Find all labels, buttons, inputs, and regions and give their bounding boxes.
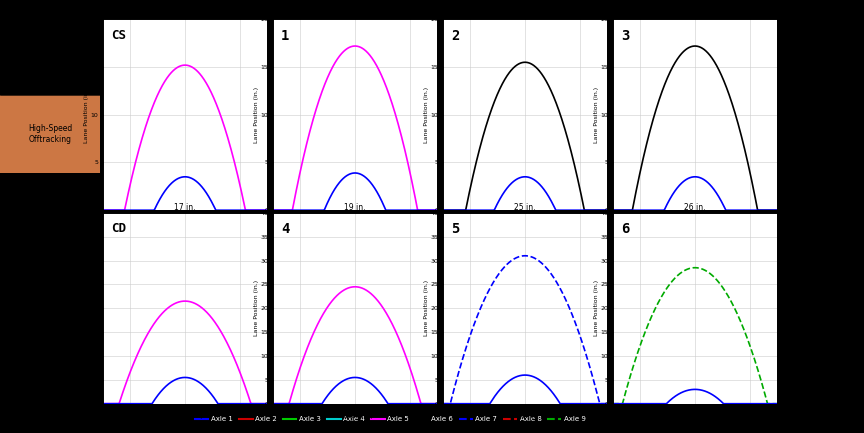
Y-axis label: Lane Position (in.): Lane Position (in.): [424, 87, 429, 143]
Y-axis label: Lane Position (in.): Lane Position (in.): [594, 280, 599, 336]
Title: 25 in.: 25 in.: [514, 203, 536, 212]
Text: Low-Speed
Offtracking: Low-Speed Offtracking: [29, 47, 72, 66]
Text: High-Speed
Offtracking: High-Speed Offtracking: [28, 124, 72, 144]
Y-axis label: Lane Position (in.): Lane Position (in.): [84, 87, 89, 143]
Text: 1: 1: [281, 29, 289, 43]
X-axis label: Station (ft.): Station (ft.): [507, 221, 543, 226]
Text: 5: 5: [451, 222, 459, 236]
X-axis label: Station (ft.): Station (ft.): [168, 221, 203, 226]
Y-axis label: Lane Position (in.): Lane Position (in.): [594, 87, 599, 143]
Y-axis label: Lane Position (in.): Lane Position (in.): [424, 280, 429, 336]
Y-axis label: Lane Position (in.): Lane Position (in.): [254, 87, 259, 143]
Title: 26 in.: 26 in.: [684, 203, 706, 212]
Text: CD: CD: [111, 222, 126, 236]
X-axis label: Station (ft.): Station (ft.): [507, 414, 543, 419]
Title: 19 in.: 19 in.: [344, 203, 365, 212]
X-axis label: Station (ft.): Station (ft.): [337, 221, 372, 226]
Text: 4: 4: [281, 222, 289, 236]
Text: 3: 3: [621, 29, 629, 43]
Y-axis label: Lane Position (in.): Lane Position (in.): [84, 280, 89, 336]
Title: 13 in.: 13 in.: [344, 10, 365, 19]
X-axis label: Station (ft.): Station (ft.): [168, 414, 203, 419]
Text: Brake in a
Curve: Brake in a Curve: [31, 279, 69, 299]
X-axis label: Station (ft.): Station (ft.): [677, 221, 713, 226]
Title: 12 in.: 12 in.: [514, 10, 536, 19]
Text: 2: 2: [451, 29, 459, 43]
Legend: Axle 1, Axle 2, Axle 3, Axle 4, Axle 5, Axle 6, Axle 7, Axle 8, Axle 9: Axle 1, Axle 2, Axle 3, Axle 4, Axle 5, …: [193, 414, 588, 424]
Text: Offtracking: Offtracking: [401, 2, 479, 16]
Text: 6: 6: [621, 222, 629, 236]
Text: Avoidance
Maneuver: Avoidance Maneuver: [30, 357, 70, 376]
Text: Straight-Line
Braking: Straight-Line Braking: [25, 202, 75, 221]
Bar: [0, 95, 100, 173]
Title: 12 in.: 12 in.: [175, 10, 195, 19]
Y-axis label: Lane Position (in.): Lane Position (in.): [254, 280, 259, 336]
Title: 13 in.: 13 in.: [684, 10, 706, 19]
Text: CS: CS: [111, 29, 126, 42]
X-axis label: Station (ft.): Station (ft.): [677, 414, 713, 419]
X-axis label: Station (ft.): Station (ft.): [337, 414, 372, 419]
Title: 17 in.: 17 in.: [175, 203, 196, 212]
